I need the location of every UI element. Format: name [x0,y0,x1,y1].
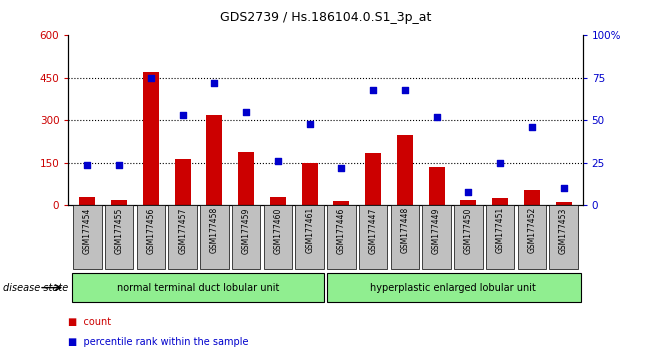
Bar [556,202,572,205]
Bar [174,159,191,205]
Point [495,160,505,166]
Point [400,87,410,93]
Point [209,80,219,86]
Text: GSM177458: GSM177458 [210,207,219,253]
Bar [238,152,254,205]
Bar [518,205,546,269]
Text: GSM177455: GSM177455 [115,207,124,253]
Bar [492,198,508,205]
Bar [365,153,381,205]
Bar [200,205,229,269]
Point [273,158,283,164]
Bar [232,205,260,269]
Point [432,114,442,120]
Bar [264,205,292,269]
Bar [111,200,127,205]
Text: normal terminal duct lobular unit: normal terminal duct lobular unit [117,282,280,293]
Text: GDS2739 / Hs.186104.0.S1_3p_at: GDS2739 / Hs.186104.0.S1_3p_at [220,11,431,24]
Point [368,87,378,93]
Text: GSM177461: GSM177461 [305,207,314,253]
Text: disease state: disease state [3,282,68,293]
Text: GSM177453: GSM177453 [559,207,568,253]
Text: GSM177448: GSM177448 [400,207,409,253]
Bar [296,205,324,269]
Text: hyperplastic enlarged lobular unit: hyperplastic enlarged lobular unit [370,282,535,293]
Bar [301,164,318,205]
Point [336,165,346,171]
Bar [206,115,223,205]
Text: GSM177446: GSM177446 [337,207,346,253]
Bar [169,205,197,269]
Point [241,109,251,115]
Bar [327,205,355,269]
Point [146,75,156,81]
Bar [327,273,581,302]
Text: ■  count: ■ count [68,318,111,327]
Point [178,113,188,118]
Point [82,162,92,167]
Bar [143,72,159,205]
Text: GSM177454: GSM177454 [83,207,92,253]
Bar [72,273,324,302]
Text: ■  percentile rank within the sample: ■ percentile rank within the sample [68,337,249,347]
Text: GSM177447: GSM177447 [368,207,378,253]
Point [527,124,537,130]
Bar [359,205,387,269]
Point [305,121,315,127]
Bar [422,205,451,269]
Text: GSM177459: GSM177459 [242,207,251,253]
Point [114,162,124,167]
Text: GSM177450: GSM177450 [464,207,473,253]
Bar [460,200,477,205]
Text: GSM177452: GSM177452 [527,207,536,253]
Point [463,189,473,195]
Text: GSM177460: GSM177460 [273,207,283,253]
Bar [549,205,578,269]
Bar [79,197,95,205]
Bar [73,205,102,269]
Bar [391,205,419,269]
Bar [397,135,413,205]
Bar [333,201,350,205]
Point [559,185,569,191]
Bar [137,205,165,269]
Bar [105,205,133,269]
Text: GSM177457: GSM177457 [178,207,187,253]
Bar [428,167,445,205]
Bar [486,205,514,269]
Bar [270,197,286,205]
Text: GSM177451: GSM177451 [495,207,505,253]
Bar [524,190,540,205]
Text: GSM177449: GSM177449 [432,207,441,253]
Bar [454,205,482,269]
Text: GSM177456: GSM177456 [146,207,156,253]
